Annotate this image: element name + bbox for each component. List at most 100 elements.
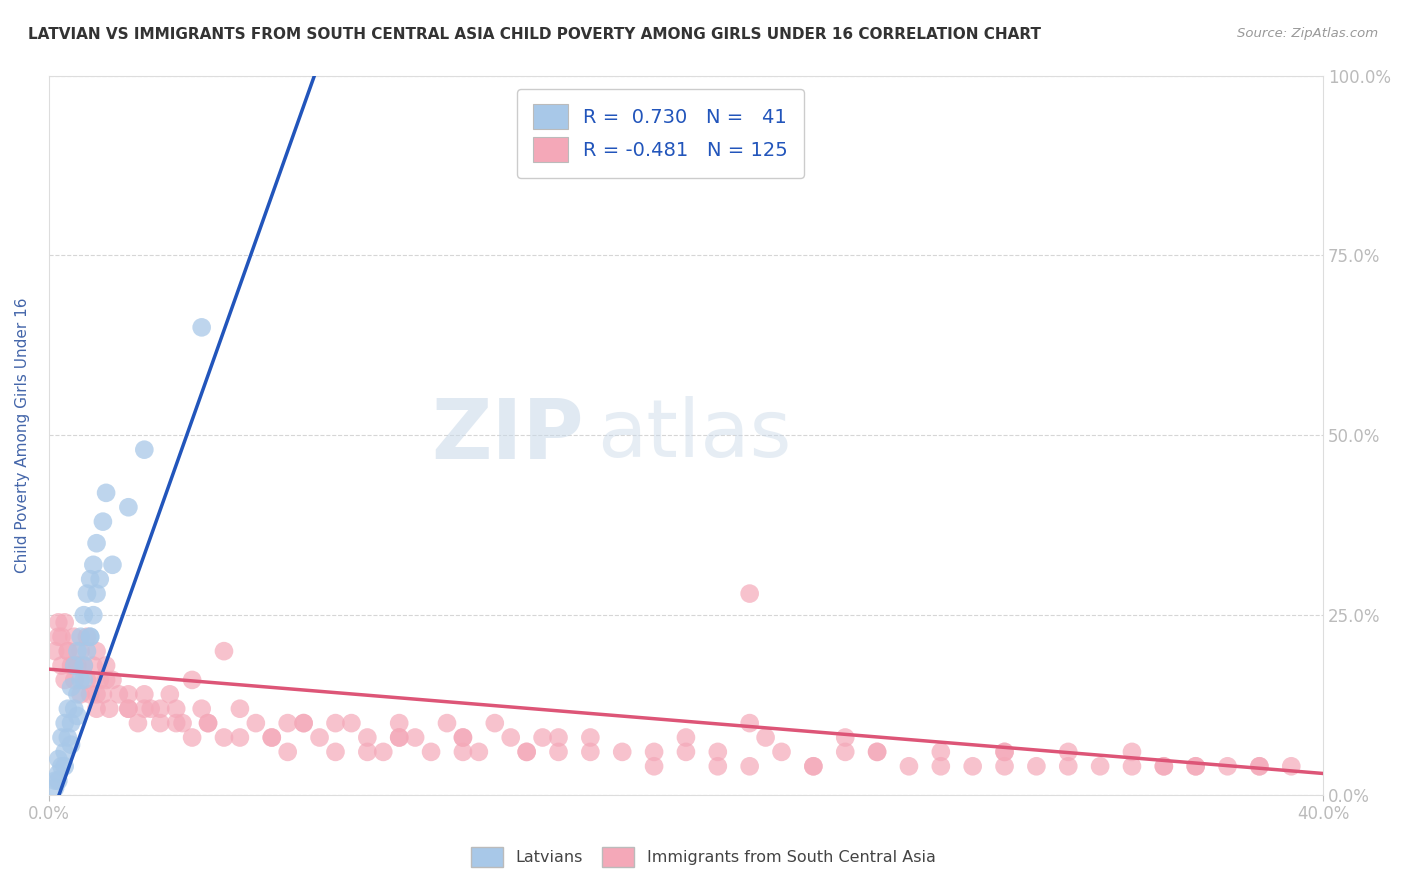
Point	[451, 731, 474, 745]
Point	[1249, 759, 1271, 773]
Point	[1153, 759, 1175, 773]
Point	[66, 709, 89, 723]
Point	[46, 766, 69, 780]
Point	[420, 745, 443, 759]
Point	[181, 731, 204, 745]
Point	[707, 745, 730, 759]
Point	[803, 759, 825, 773]
Point	[53, 673, 76, 687]
Point	[451, 731, 474, 745]
Point	[76, 644, 98, 658]
Point	[260, 731, 283, 745]
Point	[547, 745, 569, 759]
Point	[44, 644, 66, 658]
Point	[56, 644, 79, 658]
Point	[66, 658, 89, 673]
Point	[325, 716, 347, 731]
Point	[229, 731, 252, 745]
Point	[63, 658, 86, 673]
Point	[51, 658, 73, 673]
Point	[897, 759, 920, 773]
Point	[547, 731, 569, 745]
Point	[117, 702, 139, 716]
Point	[53, 716, 76, 731]
Point	[149, 702, 172, 716]
Point	[63, 702, 86, 716]
Point	[388, 716, 411, 731]
Point	[134, 702, 156, 716]
Point	[46, 615, 69, 630]
Point	[325, 745, 347, 759]
Point	[499, 731, 522, 745]
Point	[834, 731, 856, 745]
Point	[1153, 759, 1175, 773]
Point	[60, 680, 83, 694]
Point	[212, 731, 235, 745]
Point	[101, 558, 124, 572]
Point	[149, 716, 172, 731]
Point	[1088, 759, 1111, 773]
Point	[63, 658, 86, 673]
Point	[675, 745, 697, 759]
Point	[1121, 759, 1143, 773]
Point	[82, 658, 104, 673]
Point	[165, 702, 187, 716]
Point	[1057, 745, 1080, 759]
Point	[60, 716, 83, 731]
Point	[86, 687, 108, 701]
Point	[51, 630, 73, 644]
Text: LATVIAN VS IMMIGRANTS FROM SOUTH CENTRAL ASIA CHILD POVERTY AMONG GIRLS UNDER 16: LATVIAN VS IMMIGRANTS FROM SOUTH CENTRAL…	[28, 27, 1040, 42]
Point	[46, 630, 69, 644]
Text: Source: ZipAtlas.com: Source: ZipAtlas.com	[1237, 27, 1378, 40]
Point	[197, 716, 219, 731]
Text: ZIP: ZIP	[432, 395, 583, 475]
Point	[117, 500, 139, 515]
Point	[245, 716, 267, 731]
Point	[53, 615, 76, 630]
Point	[63, 630, 86, 644]
Point	[181, 673, 204, 687]
Point	[292, 716, 315, 731]
Point	[738, 759, 761, 773]
Point	[436, 716, 458, 731]
Point	[60, 738, 83, 752]
Point	[277, 716, 299, 731]
Point	[1249, 759, 1271, 773]
Point	[101, 673, 124, 687]
Point	[66, 644, 89, 658]
Point	[63, 673, 86, 687]
Point	[79, 630, 101, 644]
Point	[643, 745, 665, 759]
Point	[388, 731, 411, 745]
Point	[79, 630, 101, 644]
Point	[98, 702, 121, 716]
Point	[108, 687, 131, 701]
Point	[134, 687, 156, 701]
Point	[56, 644, 79, 658]
Point	[44, 780, 66, 795]
Legend: R =  0.730   N =   41, R = -0.481   N = 125: R = 0.730 N = 41, R = -0.481 N = 125	[517, 89, 804, 178]
Point	[82, 558, 104, 572]
Point	[404, 731, 426, 745]
Point	[770, 745, 793, 759]
Point	[738, 586, 761, 600]
Point	[94, 673, 117, 687]
Point	[612, 745, 634, 759]
Point	[993, 745, 1015, 759]
Point	[277, 745, 299, 759]
Point	[73, 658, 96, 673]
Point	[76, 630, 98, 644]
Point	[76, 673, 98, 687]
Point	[229, 702, 252, 716]
Point	[86, 644, 108, 658]
Point	[139, 702, 162, 716]
Point	[1025, 759, 1047, 773]
Point	[707, 759, 730, 773]
Point	[89, 673, 111, 687]
Point	[993, 745, 1015, 759]
Point	[516, 745, 538, 759]
Point	[69, 673, 91, 687]
Point	[292, 716, 315, 731]
Point	[46, 752, 69, 766]
Point	[172, 716, 194, 731]
